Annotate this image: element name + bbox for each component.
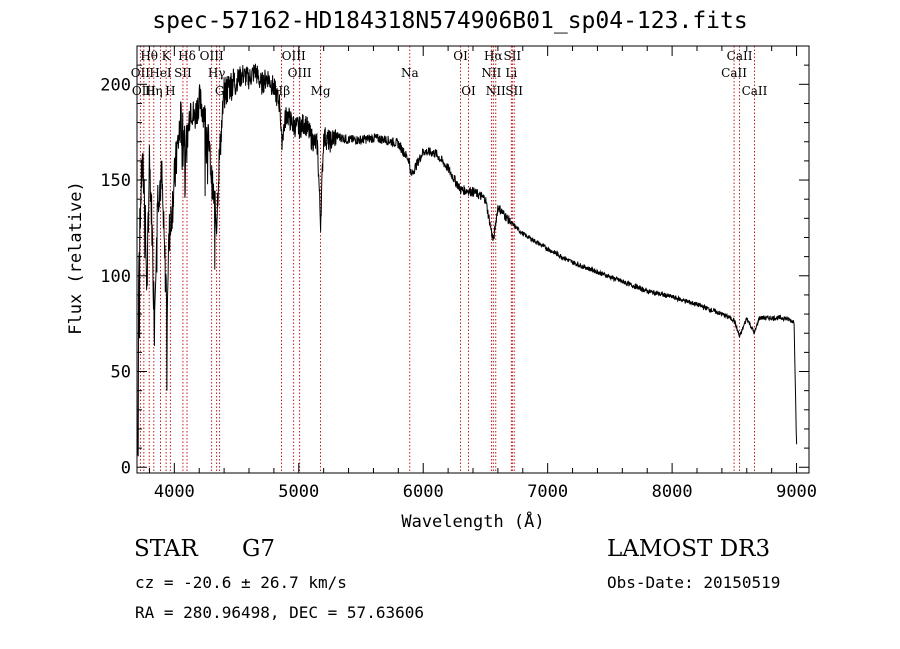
line-label: Hθ xyxy=(140,49,158,63)
x-tick-label: 4000 xyxy=(154,482,195,502)
x-axis-label: Wavelength (Å) xyxy=(401,512,545,532)
line-label: OII xyxy=(131,66,151,80)
line-label: OI xyxy=(461,84,476,98)
line-label: Hα xyxy=(484,49,503,63)
line-label: NII xyxy=(481,66,501,80)
line-label: OIII xyxy=(282,49,306,63)
x-tick-label: 7000 xyxy=(527,482,568,502)
line-label: SII xyxy=(505,84,523,98)
y-tick-label: 50 xyxy=(111,363,131,383)
line-label: NII xyxy=(486,84,506,98)
line-label: CaII xyxy=(721,66,747,80)
y-tick-label: 100 xyxy=(100,267,131,287)
line-label: Hδ xyxy=(178,49,196,63)
plot-frame xyxy=(136,45,810,474)
line-label: OI xyxy=(453,49,468,63)
line-label: OIII xyxy=(200,49,224,63)
y-tick-label: 0 xyxy=(121,458,131,478)
y-tick-label: 200 xyxy=(100,75,131,95)
line-label: G xyxy=(215,84,225,98)
line-label: H xyxy=(165,84,175,98)
x-tick-label: 5000 xyxy=(278,482,319,502)
line-label: HeI xyxy=(149,66,172,80)
line-markers xyxy=(139,46,755,473)
line-label: Mg xyxy=(311,84,331,98)
line-label: SII xyxy=(503,49,521,63)
obs-date: Obs-Date: 20150519 xyxy=(607,573,781,592)
x-tick-label: 6000 xyxy=(403,482,444,502)
x-tick-label: 8000 xyxy=(652,482,693,502)
line-label: Li xyxy=(505,66,517,80)
line-label: Hγ xyxy=(208,66,226,80)
line-label: SII xyxy=(174,66,192,80)
line-label: Hη xyxy=(145,84,163,98)
line-label: CaII xyxy=(727,49,753,63)
line-label: Na xyxy=(401,66,419,80)
y-axis-label: Flux (relative) xyxy=(66,181,86,335)
line-label: OIII xyxy=(132,84,156,98)
spectrum-line xyxy=(136,63,798,457)
object-class: STAR xyxy=(134,536,198,562)
line-label: OIII xyxy=(288,66,312,80)
survey-name: LAMOST DR3 xyxy=(607,536,771,562)
x-tick-label: 9000 xyxy=(776,482,817,502)
line-label: K xyxy=(162,49,172,63)
axes: 4000 5000 6000 7000 8000 9000 0 50 100 150 200 xyxy=(100,45,817,502)
redshift-cz: cz = -20.6 ± 26.7 km/s xyxy=(135,573,347,592)
object-subclass: G7 xyxy=(242,536,276,562)
line-label: Hβ xyxy=(273,84,290,98)
chart-title: spec-57162-HD184318N574906B01_sp04-123.f… xyxy=(152,8,748,34)
spectrum-series xyxy=(136,63,798,457)
coordinates: RA = 280.96498, DEC = 57.63606 xyxy=(135,603,424,622)
line-label: CaII xyxy=(742,84,768,98)
y-tick-label: 150 xyxy=(100,171,131,191)
